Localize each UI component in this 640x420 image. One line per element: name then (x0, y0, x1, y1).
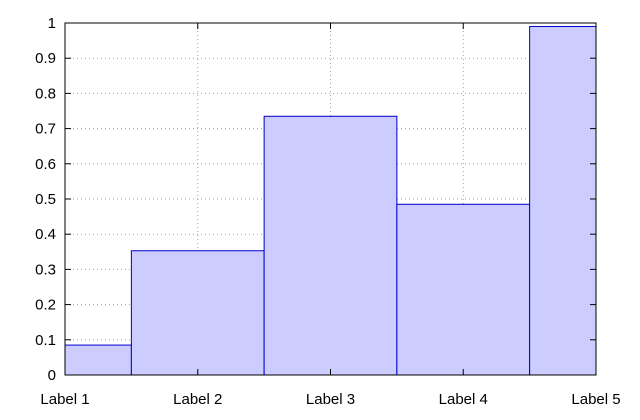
bar-5 (529, 26, 597, 376)
y-tick-label: 1 (48, 15, 56, 32)
y-tick-label: 0 (48, 367, 56, 384)
x-tick-label: Label 2 (173, 391, 222, 408)
x-tick-label: Label 4 (439, 391, 488, 408)
bar-2 (130, 250, 265, 376)
x-axis-ticks: Label 1 Label 2 Label 3 Label 4 Label 5 (40, 23, 621, 408)
y-tick-label: 0.8 (35, 85, 56, 102)
y-tick-label: 0.6 (35, 156, 56, 173)
bars (64, 26, 597, 376)
x-tick-label: Label 5 (571, 391, 620, 408)
y-tick-label: 0.2 (35, 297, 56, 314)
bar-4 (396, 203, 531, 376)
y-tick-label: 0.1 (35, 332, 56, 349)
x-tick-label: Label 1 (40, 391, 89, 408)
y-tick-label: 0.3 (35, 261, 56, 278)
y-tick-label: 0.4 (35, 226, 56, 243)
bar-1 (64, 344, 132, 376)
y-tick-label: 0.5 (35, 191, 56, 208)
y-tick-label: 0.7 (35, 121, 56, 138)
y-axis-ticks: 0 0.1 0.2 0.3 0.4 0.5 0.6 0.7 0.8 0.9 1 (35, 15, 596, 384)
y-tick-label: 0.9 (35, 50, 56, 67)
bar-3 (263, 115, 398, 376)
x-tick-label: Label 3 (306, 391, 355, 408)
